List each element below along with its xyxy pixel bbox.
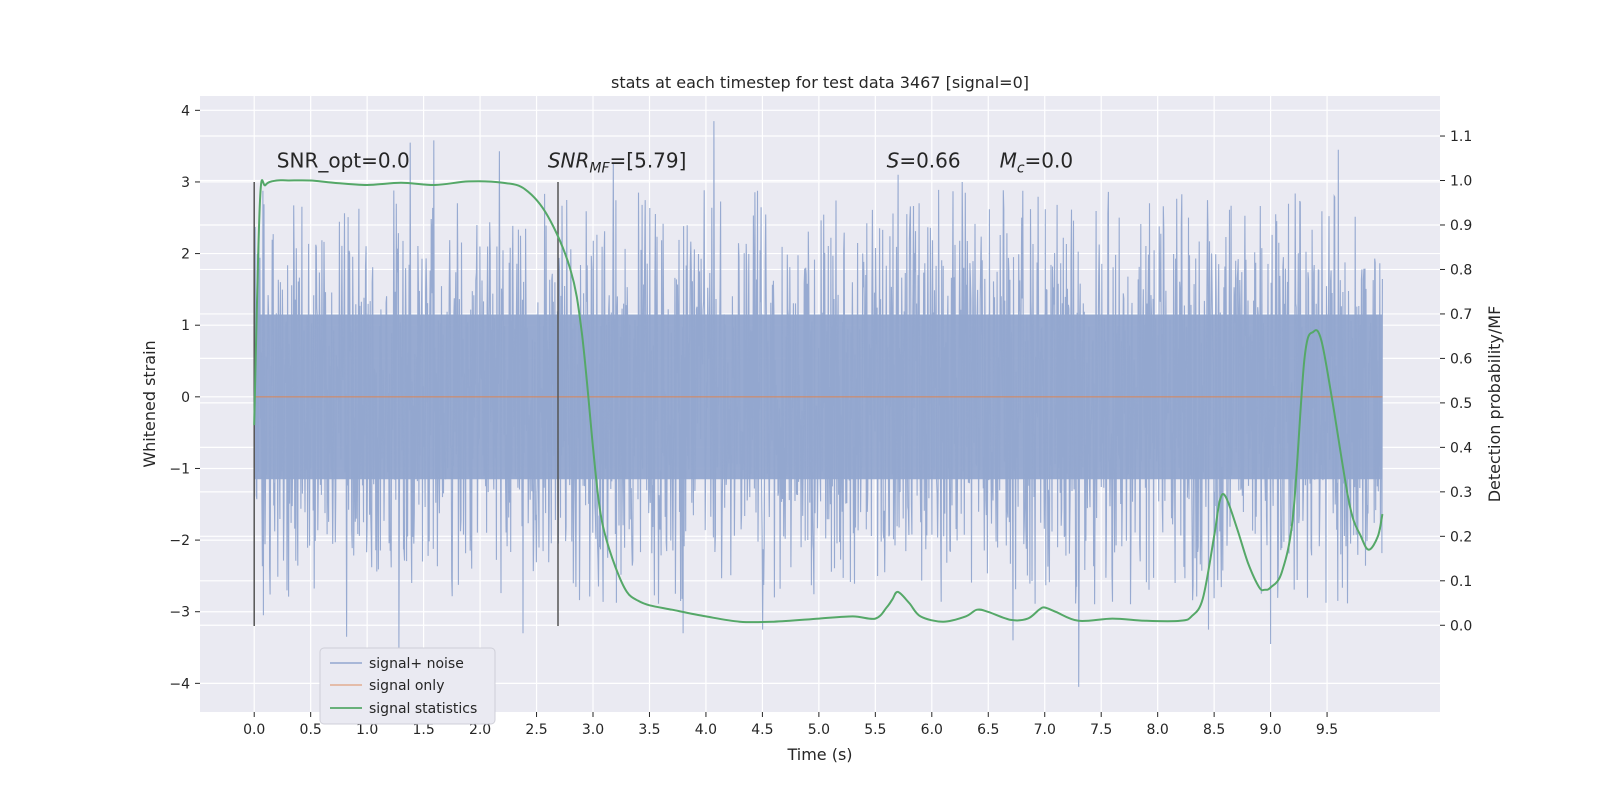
y-tick-label-3: −1 [169,461,190,477]
y2-tick-label-11: 1.1 [1450,129,1472,145]
y2-tick-label-3: 0.3 [1450,485,1472,501]
legend-label-signal-only: signal only [369,678,444,694]
y2-tick-label-7: 0.7 [1450,307,1472,323]
y2-tick-label-8: 0.8 [1450,262,1472,278]
y-tick-label-5: 1 [181,318,190,334]
legend-label-signal-noise: signal+ noise [369,656,464,672]
x-tick-label-0: 0.0 [243,722,265,738]
annotations: SNR_opt=0.0 SNRMF=[5.79] S=0.66 Mc=0.0 [277,149,1073,177]
x-tick-label-3: 1.5 [412,722,434,738]
y2-axis-label: Detection probability/MF [1485,306,1504,503]
x-tick-label-17: 8.5 [1203,722,1225,738]
series-signal-statistics [253,179,1384,624]
x-tick-label-6: 3.0 [582,722,604,738]
y-tick-label-1: −3 [169,605,190,621]
x-axis-ticks: 0.0 0.5 1.0 1.5 2.0 2.5 3.0 3.5 4.0 4.5 5.0 5.5 6.0 6… [243,712,1338,738]
annotation-s-stat: S=0.66 [887,149,961,173]
x-tick-label-5: 2.5 [525,722,547,738]
y2-tick-label-0: 0.0 [1450,618,1472,634]
y-tick-label-7: 3 [181,175,190,191]
y2-tick-label-5: 0.5 [1450,396,1472,412]
y-axis-ticks: −4 −3 −2 −1 0 1 2 3 4 [169,103,200,692]
signal-statistics-line [253,179,1384,624]
y-axis-label: Whitened strain [140,340,159,467]
y2-axis-ticks: 0.0 0.1 0.2 0.3 0.4 0.5 0.6 0.7 0.8 0.9 1.0 1.1 [1440,129,1472,634]
y-tick-label-8: 4 [181,103,190,119]
x-tick-label-1: 0.5 [300,722,322,738]
annotation-snr-mf: SNRMF=[5.79] [548,149,687,177]
y-tick-label-6: 2 [181,247,190,263]
x-tick-label-4: 2.0 [469,722,491,738]
x-tick-label-7: 3.5 [638,722,660,738]
x-axis-label: Time (s) [786,745,852,764]
x-tick-label-19: 9.5 [1316,722,1338,738]
x-tick-label-18: 9.0 [1259,722,1281,738]
y2-tick-label-6: 0.6 [1450,351,1472,367]
chart-title: stats at each timestep for test data 346… [611,73,1029,92]
y2-tick-label-1: 0.1 [1450,574,1472,590]
y2-tick-label-10: 1.0 [1450,174,1472,190]
y2-tick-label-9: 0.9 [1450,218,1472,234]
x-tick-label-10: 5.0 [808,722,830,738]
noise-trace [253,121,1383,687]
x-tick-label-2: 1.0 [356,722,378,738]
legend-box [319,647,496,725]
annotation-snr-opt: SNR_opt=0.0 [277,149,410,173]
legend-label-signal-statistics: signal statistics [369,701,477,717]
y2-tick-label-4: 0.4 [1450,440,1472,456]
x-tick-label-16: 8.0 [1147,722,1169,738]
x-tick-label-12: 6.0 [921,722,943,738]
x-tick-label-8: 4.0 [695,722,717,738]
x-tick-label-11: 5.5 [864,722,886,738]
annotation-mc: Mc=0.0 [1000,149,1074,177]
x-tick-label-13: 6.5 [977,722,999,738]
y2-tick-label-2: 0.2 [1450,529,1472,545]
x-tick-label-15: 7.5 [1090,722,1112,738]
y-tick-label-4: 0 [181,390,190,406]
y-tick-label-0: −4 [169,676,190,692]
x-tick-label-9: 4.5 [751,722,773,738]
y-tick-label-2: −2 [169,533,190,549]
x-tick-label-14: 7.0 [1034,722,1056,738]
legend: signal+ noise signal only signal statist… [319,647,496,725]
